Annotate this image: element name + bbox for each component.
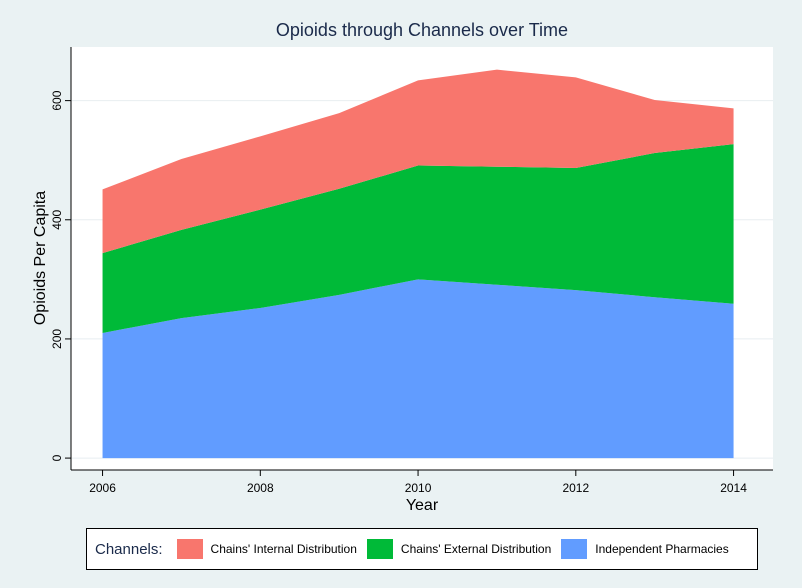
y-tick-label: 200 — [50, 329, 64, 349]
x-tick-label: 2008 — [247, 481, 274, 495]
chart: 0 200 400 600 2006 2008 2010 2012 2014 Opioids t… — [32, 20, 773, 514]
legend-swatch — [561, 539, 588, 559]
legend-swatch — [366, 539, 393, 559]
y-tick-label: 600 — [50, 90, 64, 110]
area-independent-pharmacies — [102, 279, 734, 459]
y-tick-label: 0 — [50, 454, 64, 461]
axes: 0 200 400 600 2006 2008 2010 2012 2014 — [50, 47, 773, 495]
x-tick-label: 2006 — [89, 481, 116, 495]
legend-item-external: Chains' External Distribution — [366, 539, 552, 559]
legend-label: Chains' Internal Distribution — [210, 542, 357, 556]
x-tick-label: 2010 — [405, 481, 432, 495]
legend-item-independent: Independent Pharmacies — [561, 539, 729, 559]
chart-title: Opioids through Channels over Time — [276, 20, 568, 40]
legend-item-internal: Chains' Internal Distribution — [176, 539, 357, 559]
stacked-areas — [102, 69, 734, 459]
legend: Channels: Chains' Internal Distribution … — [86, 528, 758, 570]
x-tick-label: 2012 — [562, 481, 589, 495]
y-axis-label: Opioids Per Capita — [32, 191, 49, 325]
legend-title: Channels: — [95, 540, 163, 558]
area-chains-external-distribution — [102, 144, 734, 333]
y-tick-label: 400 — [50, 209, 64, 229]
x-axis-label: Year — [406, 497, 439, 514]
legend-swatch — [176, 539, 203, 559]
legend-label: Chains' External Distribution — [400, 542, 552, 556]
legend-label: Independent Pharmacies — [595, 542, 729, 556]
area-chains-internal-distribution — [102, 69, 734, 254]
x-tick-label: 2014 — [720, 481, 747, 495]
